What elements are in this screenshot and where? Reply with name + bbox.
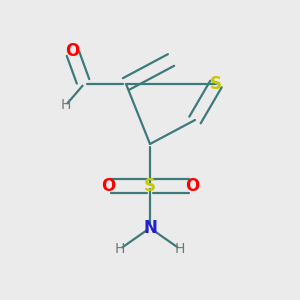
Text: O: O [101, 177, 115, 195]
Text: H: H [175, 242, 185, 256]
Text: H: H [61, 98, 71, 112]
Text: S: S [210, 75, 222, 93]
Text: N: N [143, 219, 157, 237]
Text: O: O [65, 42, 79, 60]
Text: O: O [185, 177, 199, 195]
Text: S: S [144, 177, 156, 195]
Text: H: H [115, 242, 125, 256]
